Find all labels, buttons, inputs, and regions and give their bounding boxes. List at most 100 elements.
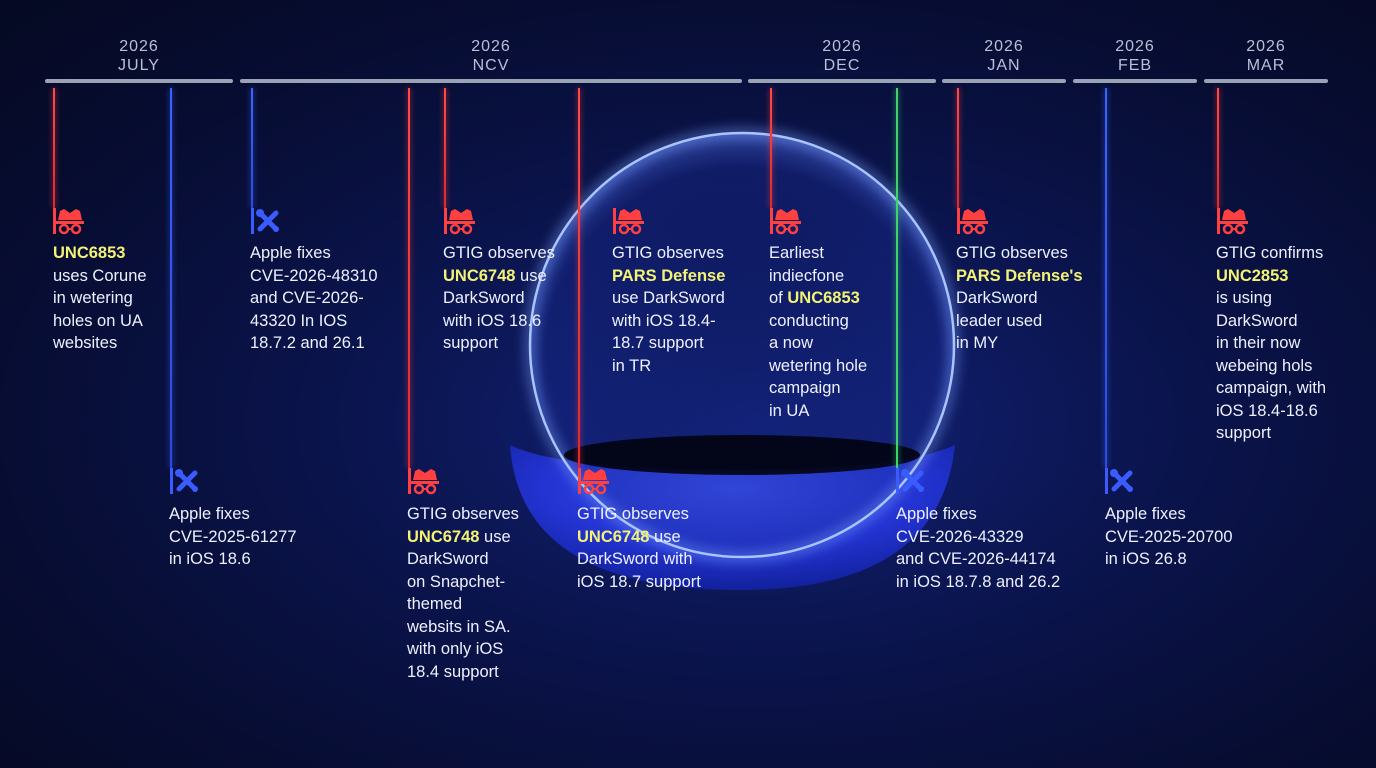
event-line: in wetering (53, 289, 133, 307)
event-line: Earliest (769, 244, 825, 262)
event-line: use DarkSword (612, 289, 725, 307)
event-line: in iOS 18.7.8 and 26.2 (896, 572, 1061, 591)
event-line: on Snapchet- (407, 572, 506, 591)
event-line: in TR (612, 356, 652, 375)
event-line: websites (53, 334, 118, 352)
event-line: 18.7.2 and 26.1 (250, 334, 365, 352)
event-line: in MY (956, 334, 999, 352)
event-line: CVE-2026-48310 (250, 266, 378, 285)
month-jan: 2026 JAN (942, 37, 1066, 83)
month-year: 2026 (1115, 38, 1155, 55)
event-unc6853-watering-holes: UNC6853 uses Corune in wetering holes on… (53, 242, 147, 355)
spy-icon (444, 208, 475, 235)
event-line: uses Corune (53, 266, 147, 285)
event-gtig-pars-defense-tr: GTIG observes PARS Defense use DarkSword… (612, 242, 725, 377)
event-line: webeing hols (1216, 356, 1313, 375)
event-line: DarkSword with (577, 550, 693, 568)
event-line: with iOS 18.4- (612, 311, 716, 330)
event-line: use (515, 266, 547, 285)
timeline-line (770, 88, 772, 208)
event-line: with only iOS (407, 640, 504, 658)
event-line: iOS 18.4-18.6 (1216, 401, 1318, 420)
actor-name: UNC6748 (443, 266, 516, 285)
timeline-line (957, 88, 959, 208)
actor-name: UNC6853 (53, 244, 126, 262)
actor-name: UNC6748 (577, 527, 650, 546)
event-line: campaign, with (1216, 379, 1327, 397)
event-earliest-unc6853: Earliest indiecfone of UNC6853 conductin… (769, 242, 867, 422)
tools-icon (896, 468, 924, 494)
event-line: and CVE-2026-44174 (896, 550, 1056, 568)
month-year: 2026 (471, 38, 511, 55)
event-gtig-unc6748-ios187: GTIG observes UNC6748 use DarkSword with… (577, 503, 701, 593)
month-name: MAR (1246, 57, 1286, 74)
event-line: is using (1216, 289, 1272, 307)
event-line: 43320 In IOS (250, 311, 348, 330)
actor-name: UNC2853 (1216, 266, 1289, 285)
event-line: a now (769, 334, 814, 352)
event-line: websits in SA. (407, 617, 511, 636)
event-line: themed (407, 595, 463, 613)
event-gtig-confirms-unc2853: GTIG confirms UNC2853 is using DarkSword… (1216, 242, 1326, 445)
event-line: and CVE-2026- (250, 289, 364, 307)
event-line: DarkSword (443, 289, 525, 307)
month-mar: 2026 MAR (1204, 37, 1328, 83)
event-line: GTIG observes (956, 244, 1068, 262)
month-dec: 2026 DEC (748, 37, 936, 83)
tools-icon (251, 208, 279, 234)
month-bar (748, 79, 936, 83)
event-gtig-pars-defense-my: GTIG observes PARS Defense's DarkSword l… (956, 242, 1083, 355)
event-line: support (1216, 424, 1272, 442)
event-apple-fix-2025-61277: Apple fixes CVE-2025-61277 in iOS 18.6 (169, 503, 297, 571)
month-bar (942, 79, 1066, 83)
actor-name: PARS Defense's (956, 266, 1083, 285)
event-line: GTIG observes (612, 244, 724, 262)
actor-name: PARS Defense (612, 266, 726, 285)
event-gtig-unc6748-snapchat: GTIG observes UNC6748 use DarkSword on S… (407, 503, 519, 683)
event-line: DarkSword (407, 550, 489, 568)
event-line: Apple fixes (169, 505, 250, 523)
event-line: GTIG observes (577, 505, 689, 523)
spy-icon (957, 208, 988, 235)
month-name: FEB (1117, 57, 1153, 74)
event-line: leader used (956, 311, 1043, 330)
timeline-line (896, 88, 898, 468)
month-year: 2026 (119, 38, 159, 55)
event-line: support (443, 334, 499, 352)
event-line: use (649, 527, 681, 546)
event-line: holes on UA (53, 311, 143, 330)
event-line: indiecfone (769, 266, 845, 285)
tools-icon (1105, 468, 1133, 494)
actor-name: UNC6748 (407, 527, 480, 546)
event-line: DarkSword (1216, 311, 1298, 330)
spy-icon (578, 468, 609, 495)
timeline-line (1217, 88, 1219, 208)
event-line: Apple fixes (250, 244, 331, 262)
event-apple-fix-1: Apple fixes CVE-2026-48310 and CVE-2026-… (250, 242, 378, 355)
month-name: DEC (823, 57, 861, 74)
month-year: 2026 (822, 38, 862, 55)
event-line: Apple fixes (1105, 505, 1186, 523)
timeline-line (578, 88, 580, 468)
timeline-line (444, 88, 446, 208)
event-apple-fix-43329: Apple fixes CVE-2026-43329 and CVE-2026-… (896, 503, 1060, 593)
event-apple-fix-2025-20700: Apple fixes CVE-2025-20700 in iOS 26.8 (1105, 503, 1233, 571)
event-line: CVE-2025-61277 (169, 527, 297, 546)
event-line: CVE-2025-20700 (1105, 527, 1233, 546)
timeline-line (1105, 88, 1107, 468)
event-line: DarkSword (956, 289, 1038, 307)
event-line: conducting (769, 311, 849, 330)
timeline-line (53, 88, 55, 208)
timeline-line (170, 88, 172, 468)
event-line: of (769, 289, 788, 307)
event-line: CVE-2026-43329 (896, 527, 1024, 546)
event-line: campaign (769, 379, 841, 397)
event-line: 18.7 support (612, 334, 704, 352)
spy-icon (1217, 208, 1248, 235)
timeline-line (408, 88, 410, 468)
event-line: Apple fixes (896, 505, 977, 523)
month-july: 2026 JULY (45, 37, 233, 83)
event-line: 18.4 support (407, 662, 499, 681)
month-feb: 2026 FEB (1073, 37, 1197, 83)
